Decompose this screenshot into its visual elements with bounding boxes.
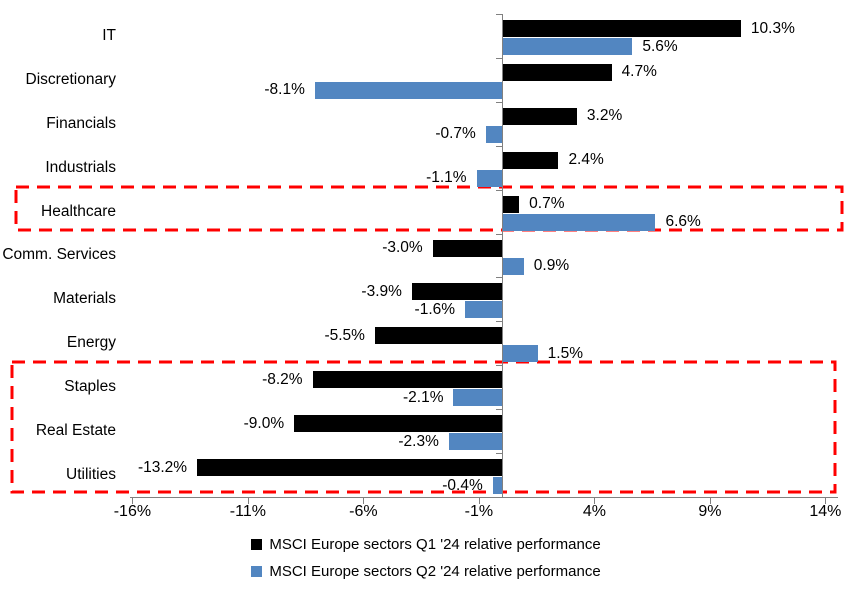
legend-swatch-q2-icon [251,566,263,577]
x-axis-tick [709,497,711,504]
legend-label-q1: MSCI Europe sectors Q1 '24 relative perf… [269,536,601,553]
bar-label-q2-industrials: -1.1% [426,169,467,187]
legend-item-q1: MSCI Europe sectors Q1 '24 relative perf… [251,536,601,553]
bar-label-q2-financials: -0.7% [435,125,476,143]
y-axis-tick [496,409,502,410]
bar-q2-discretionary [314,81,502,99]
bar-q2-materials [465,301,502,319]
x-axis-tick [363,497,365,504]
bar-q2-comm-services [503,257,524,275]
bar-q1-real-estate [294,415,502,433]
bar-q1-utilities [197,459,502,476]
x-tick-label-14: 14% [809,503,842,520]
bar-label-q1-it: 10.3% [750,19,795,37]
bar-q1-energy [374,327,502,345]
bar-q2-industrials [476,169,502,187]
category-label-comm-services: Comm. Services [2,246,116,264]
bar-label-q1-industrials: 2.4% [568,151,604,169]
bar-q1-materials [411,283,502,301]
category-label-energy: Energy [66,334,116,352]
bar-label-q2-utilities: -0.4% [442,476,483,494]
bar-label-q1-comm-services: -3.0% [382,239,423,256]
bar-label-q1-healthcare: 0.7% [529,195,565,213]
y-axis-tick [496,190,502,191]
bar-q1-healthcare [503,195,520,213]
bar-q1-staples [312,371,502,389]
category-label-healthcare: Healthcare [41,202,116,220]
x-tick-label-6: -6% [349,503,378,520]
category-label-it: IT [102,26,116,44]
y-axis-tick [496,277,502,278]
x-axis-line [130,497,838,498]
bar-label-q2-it: 5.6% [642,37,678,55]
legend-item-q2: MSCI Europe sectors Q2 '24 relative perf… [251,563,601,580]
x-axis-tick [594,497,596,504]
highlight-box-healthcare [14,185,844,232]
bar-label-q1-staples: -8.2% [262,370,303,388]
bar-label-q1-materials: -3.9% [361,282,402,300]
y-axis-tick [496,146,502,147]
bar-q2-utilities [492,477,502,494]
bar-q1-industrials [503,151,559,169]
category-label-staples: Staples [64,378,116,396]
bar-q1-discretionary [503,63,612,81]
y-axis-tick [496,453,502,454]
category-label-financials: Financials [46,114,116,132]
bar-q1-comm-services [432,239,502,257]
bar-label-q2-healthcare: 6.6% [665,213,701,231]
y-axis-tick [496,58,502,59]
bar-q2-it [503,38,633,55]
bar-q2-real-estate [448,433,502,451]
x-tick-label-16: -16% [113,503,152,520]
bar-label-q2-materials: -1.6% [414,300,456,318]
bar-q2-financials [485,125,502,143]
y-axis-tick [496,14,502,15]
y-axis-line [502,14,503,497]
category-label-real-estate: Real Estate [35,422,116,440]
x-tick-label-11: -11% [229,503,266,520]
bar-label-q1-energy: -5.5% [324,326,365,344]
category-label-industrials: Industrials [45,158,116,176]
bar-q2-energy [503,345,538,363]
legend-label-q2: MSCI Europe sectors Q2 '24 relative perf… [269,563,601,580]
category-label-materials: Materials [53,290,116,308]
x-tick-label-9: 9% [698,503,722,520]
bar-label-q2-real-estate: -2.3% [398,432,439,450]
bar-label-q1-utilities: -13.2% [137,458,188,476]
bar-label-q2-comm-services: 0.9% [533,257,570,274]
y-axis-tick [496,321,502,322]
y-axis-tick [496,365,502,366]
bar-label-q1-financials: 3.2% [586,107,623,125]
x-tick-label-4: 4% [582,503,606,520]
y-axis-tick [496,102,502,103]
bar-q1-financials [503,107,577,125]
legend-swatch-q1-icon [251,539,263,550]
bar-q2-staples [453,389,502,407]
bar-q2-healthcare [503,213,656,231]
bar-label-q2-discretionary: -8.1% [264,81,305,99]
x-axis-tick [825,497,827,504]
bar-label-q1-real-estate: -9.0% [243,414,285,432]
legend: MSCI Europe sectors Q1 '24 relative perf… [0,536,852,580]
bar-q1-it [503,20,741,37]
x-axis-tick [247,497,249,504]
x-axis-tick [478,497,480,504]
bar-label-q1-discretionary: 4.7% [621,63,657,81]
bar-label-q2-energy: 1.5% [547,344,583,362]
category-label-discretionary: Discretionary [25,70,116,88]
x-axis-tick [132,497,134,504]
y-axis-tick [496,234,502,235]
x-tick-label-1: -1% [464,503,494,520]
category-label-utilities: Utilities [66,465,116,483]
bar-label-q2-staples: -2.1% [403,388,444,406]
